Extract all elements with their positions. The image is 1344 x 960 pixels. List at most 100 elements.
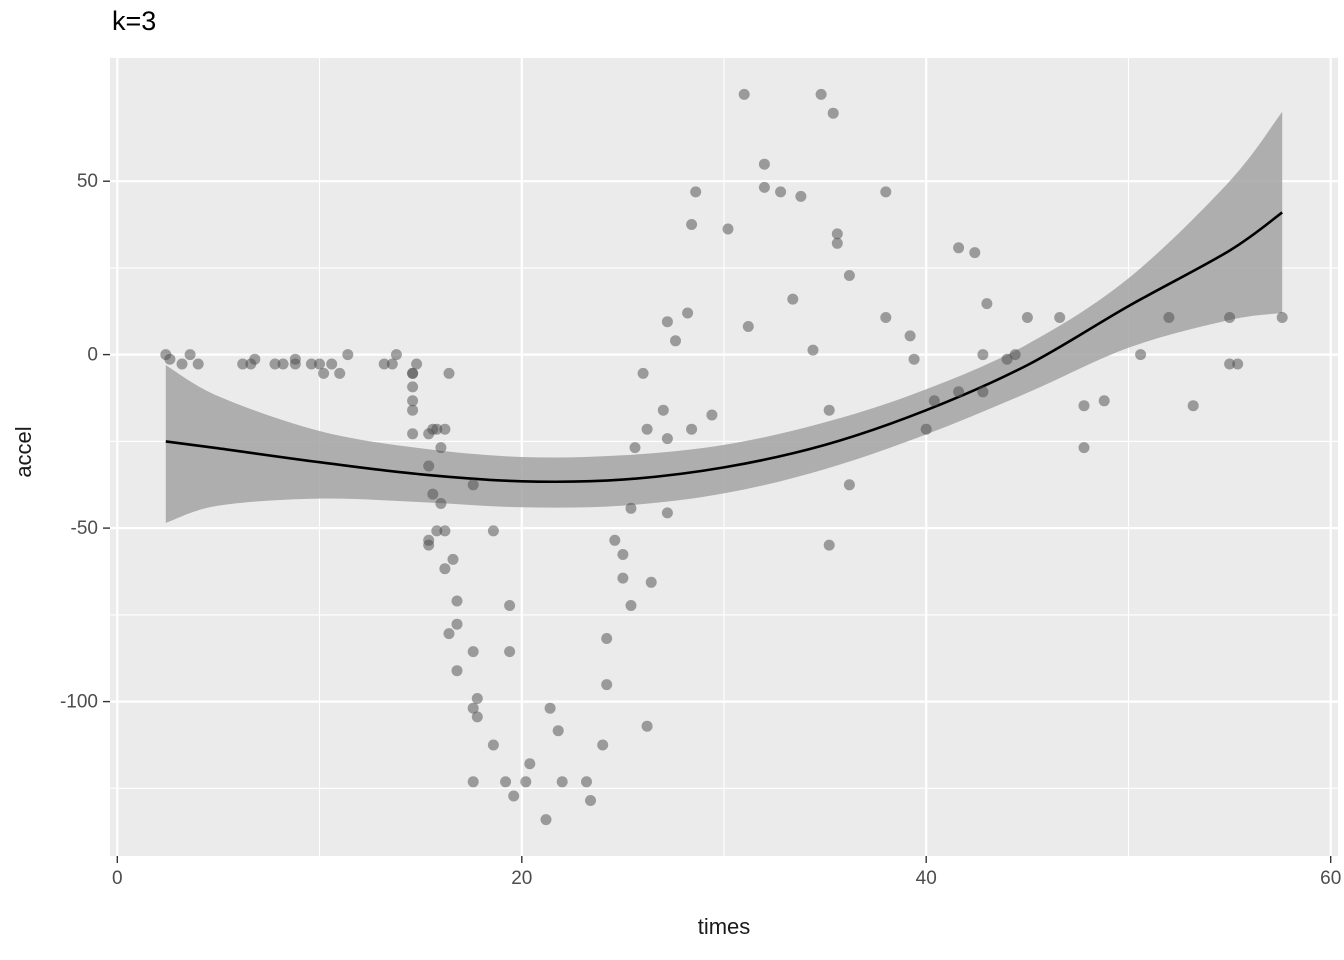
data-point bbox=[407, 404, 419, 416]
data-point bbox=[471, 693, 483, 704]
data-point bbox=[645, 576, 657, 588]
data-point bbox=[439, 423, 451, 435]
data-point bbox=[758, 181, 770, 193]
data-point bbox=[981, 298, 993, 310]
data-point bbox=[823, 404, 835, 416]
data-point bbox=[443, 628, 455, 640]
data-point bbox=[815, 88, 827, 100]
data-point bbox=[524, 758, 536, 770]
data-point bbox=[314, 358, 325, 370]
data-point bbox=[431, 525, 443, 537]
data-point bbox=[581, 776, 592, 788]
chart-title: k=3 bbox=[112, 6, 157, 36]
data-point bbox=[758, 158, 770, 170]
data-point bbox=[843, 479, 855, 491]
data-point bbox=[661, 433, 673, 445]
data-point bbox=[540, 814, 552, 826]
data-point bbox=[625, 600, 637, 611]
data-point bbox=[1187, 400, 1199, 412]
data-point bbox=[386, 358, 398, 370]
data-point bbox=[439, 563, 451, 575]
data-point bbox=[661, 507, 673, 519]
data-point bbox=[880, 312, 892, 323]
data-point bbox=[318, 367, 330, 379]
data-point bbox=[977, 349, 989, 361]
data-point bbox=[657, 404, 669, 416]
data-point bbox=[831, 237, 843, 249]
data-point bbox=[831, 228, 843, 240]
data-point bbox=[164, 353, 176, 365]
data-point bbox=[629, 442, 641, 454]
data-point bbox=[487, 739, 499, 751]
data-point bbox=[827, 107, 839, 119]
data-point bbox=[1054, 312, 1066, 323]
data-point bbox=[1224, 358, 1236, 370]
data-point bbox=[601, 633, 613, 644]
data-point bbox=[670, 335, 681, 347]
data-point bbox=[467, 646, 479, 658]
data-point bbox=[435, 442, 447, 454]
data-point bbox=[556, 776, 568, 788]
data-point bbox=[682, 307, 694, 319]
data-point bbox=[953, 386, 965, 398]
y-axis-title: accel bbox=[11, 426, 36, 478]
x-tick-label: 40 bbox=[916, 868, 937, 889]
y-tick-label: -50 bbox=[71, 518, 98, 539]
data-point bbox=[1224, 312, 1236, 323]
x-axis-title: times bbox=[697, 914, 751, 939]
x-tick-label: 60 bbox=[1320, 868, 1341, 889]
data-point bbox=[843, 270, 855, 281]
data-point bbox=[585, 795, 596, 806]
data-point bbox=[920, 423, 932, 435]
data-point bbox=[289, 358, 301, 370]
data-point bbox=[237, 358, 249, 370]
data-point bbox=[487, 525, 499, 537]
data-point bbox=[641, 423, 653, 435]
data-point bbox=[451, 618, 463, 630]
data-point bbox=[407, 428, 419, 440]
data-point bbox=[661, 316, 673, 328]
data-point bbox=[504, 600, 516, 611]
data-point bbox=[1078, 442, 1090, 454]
data-point bbox=[908, 353, 920, 365]
data-point bbox=[451, 595, 463, 607]
data-point bbox=[641, 720, 653, 732]
data-point bbox=[467, 776, 479, 788]
data-point bbox=[686, 219, 698, 230]
data-point bbox=[520, 776, 532, 788]
data-point bbox=[795, 190, 807, 202]
data-point bbox=[880, 186, 892, 198]
data-point bbox=[326, 358, 338, 370]
data-point bbox=[176, 358, 188, 370]
data-point bbox=[775, 186, 787, 198]
data-point bbox=[443, 367, 455, 379]
data-point bbox=[184, 349, 196, 361]
data-point bbox=[977, 386, 989, 398]
data-point bbox=[953, 242, 965, 254]
data-point bbox=[601, 679, 613, 691]
y-tick-label: 50 bbox=[77, 171, 98, 192]
data-point bbox=[407, 367, 419, 379]
data-point bbox=[500, 776, 512, 788]
data-point bbox=[609, 534, 621, 546]
data-point bbox=[508, 790, 520, 802]
data-point bbox=[742, 321, 754, 332]
data-point bbox=[823, 539, 835, 551]
data-point bbox=[625, 502, 637, 514]
data-point bbox=[1021, 312, 1033, 323]
data-point bbox=[1163, 312, 1175, 323]
data-point bbox=[435, 498, 447, 509]
data-point bbox=[334, 367, 346, 379]
data-point bbox=[1232, 358, 1244, 370]
data-point bbox=[192, 358, 204, 370]
data-point bbox=[423, 539, 435, 551]
data-point bbox=[1078, 400, 1090, 412]
data-point bbox=[471, 711, 483, 723]
data-point bbox=[544, 702, 556, 714]
data-point bbox=[447, 553, 459, 565]
data-point bbox=[411, 358, 423, 370]
y-tick-label: 0 bbox=[87, 345, 98, 366]
data-point bbox=[427, 488, 439, 500]
y-tick-label: -100 bbox=[60, 692, 98, 713]
